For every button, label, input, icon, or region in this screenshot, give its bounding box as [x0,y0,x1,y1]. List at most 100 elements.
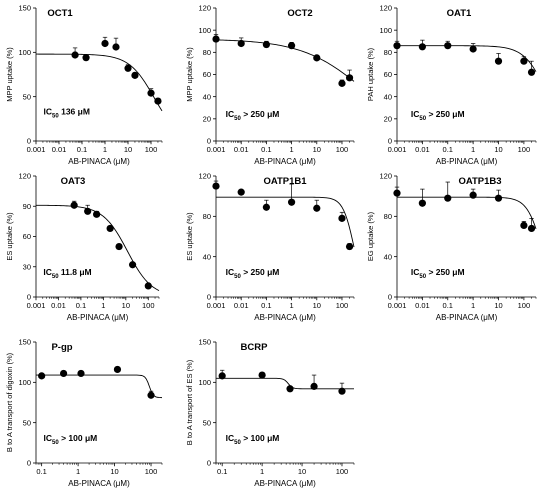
data-point [287,198,296,206]
y-tick-label: 100 [18,48,31,57]
x-tick-label: 0.1 [443,301,453,310]
x-tick-label: 1 [290,301,294,310]
data-point [520,57,528,65]
x-tick-label: 10 [124,145,132,154]
x-axis-label: AB-PINACA (μM) [254,313,316,322]
data-point [71,51,79,59]
x-tick-label: 1 [471,301,475,310]
data-point [527,224,536,233]
y-tick-label: 50 [23,92,31,101]
y-tick-label: 0 [27,293,31,302]
x-tick-label: 100 [518,301,531,310]
data-point [212,35,220,43]
y-tick-label: 0 [388,137,392,146]
y-tick-label: 20 [384,114,392,123]
data-point [527,68,536,76]
x-axis-label: AB-PINACA (μM) [68,479,130,488]
data-point [115,242,123,251]
x-tick-label: 100 [145,145,158,154]
x-axis-label: AB-PINACA (μM) [254,157,316,166]
y-tick-label: 120 [198,172,211,181]
data-point [393,189,401,197]
data-point [147,89,155,97]
y-tick-label: 100 [198,378,211,387]
data-point [418,43,426,51]
y-tick-label: 0 [207,459,211,468]
x-tick-label: 100 [142,301,155,310]
x-tick-label: 0.1 [36,467,46,476]
x-tick-label: 0.001 [388,301,407,310]
y-tick-label: 100 [379,26,392,35]
y-tick-label: 150 [198,338,211,347]
data-point [237,39,245,48]
x-tick-label: 100 [145,467,158,476]
data-point [444,42,452,50]
data-point [338,214,346,222]
data-point [494,57,503,65]
x-tick-label: 0.01 [234,145,249,154]
panel-title: OAT1 [447,8,472,19]
y-tick-label: 0 [207,293,211,302]
ic50-annotation: IC50 136 μM [44,106,90,119]
x-axis-label: AB-PINACA (μM) [67,313,129,322]
x-axis-label: AB-PINACA (μM) [68,157,130,166]
y-tick-label: 120 [18,172,31,181]
ic50-annotation: IC50 > 250 μM [226,267,280,280]
ic50-annotation: IC50 11.8 μM [43,267,91,280]
x-tick-label: 0.001 [388,145,407,154]
data-point [218,372,226,380]
x-tick-label: 1 [103,145,107,154]
y-tick-label: 80 [203,212,211,221]
x-tick-label: 100 [336,301,349,310]
x-tick-label: 0.001 [207,145,226,154]
y-tick-label: 30 [23,262,31,271]
panel-title: OAT3 [61,176,86,187]
y-tick-label: 20 [203,114,211,123]
x-axis-label: AB-PINACA (μM) [436,157,498,166]
data-point [237,188,245,196]
data-point [469,191,477,199]
data-point [101,39,109,48]
x-tick-label: 100 [518,145,531,154]
y-axis-label: MPP uptake (%) [5,47,14,102]
data-point [84,207,92,215]
x-tick-label: 100 [336,145,349,154]
data-point [70,201,78,209]
x-tick-label: 0.001 [27,301,46,310]
y-tick-label: 40 [384,252,392,261]
data-point [313,54,321,62]
ic50-annotation: IC50 > 250 μM [411,109,465,122]
data-point [93,210,101,218]
x-tick-label: 0.1 [261,145,271,154]
panel-title: OCT2 [287,8,312,19]
data-point [147,391,155,399]
fit-curve [216,377,354,390]
x-tick-label: 0.001 [27,145,46,154]
panel-bcrp: 0 50 100 150 0.1 1 10 100 AB-PINACA (μM) B to A t… [185,338,355,488]
panel-oat3: 0 30 60 90 120 0.001 0.01 0.1 1 10 100 AB-PINACA (μ… [5,172,160,322]
data-point [494,194,503,202]
x-tick-label: 10 [494,301,502,310]
panel-oct2: 0 20 40 60 80 100 120 0.001 0.01 0.1 1 10 100 AB-PINA… [185,4,355,166]
x-tick-label: 10 [313,301,321,310]
x-tick-label: 1 [471,145,475,154]
data-point [520,221,528,230]
data-point [112,43,120,51]
x-tick-label: 0.001 [207,301,226,310]
data-point [345,74,354,82]
y-tick-label: 40 [203,92,211,101]
x-axis-label: AB-PINACA (μM) [254,479,316,488]
data-point [131,71,139,79]
data-point [338,387,346,395]
data-point [59,369,68,378]
y-tick-label: 80 [203,48,211,57]
data-point [286,385,294,393]
data-point [128,261,137,269]
x-tick-label: 0.1 [77,145,87,154]
fit-curve [397,45,537,72]
y-tick-label: 0 [27,459,31,468]
ic50-annotation: IC50 > 250 μM [411,267,465,280]
panel-title: OATP1B3 [458,176,501,187]
data-point [212,182,220,190]
